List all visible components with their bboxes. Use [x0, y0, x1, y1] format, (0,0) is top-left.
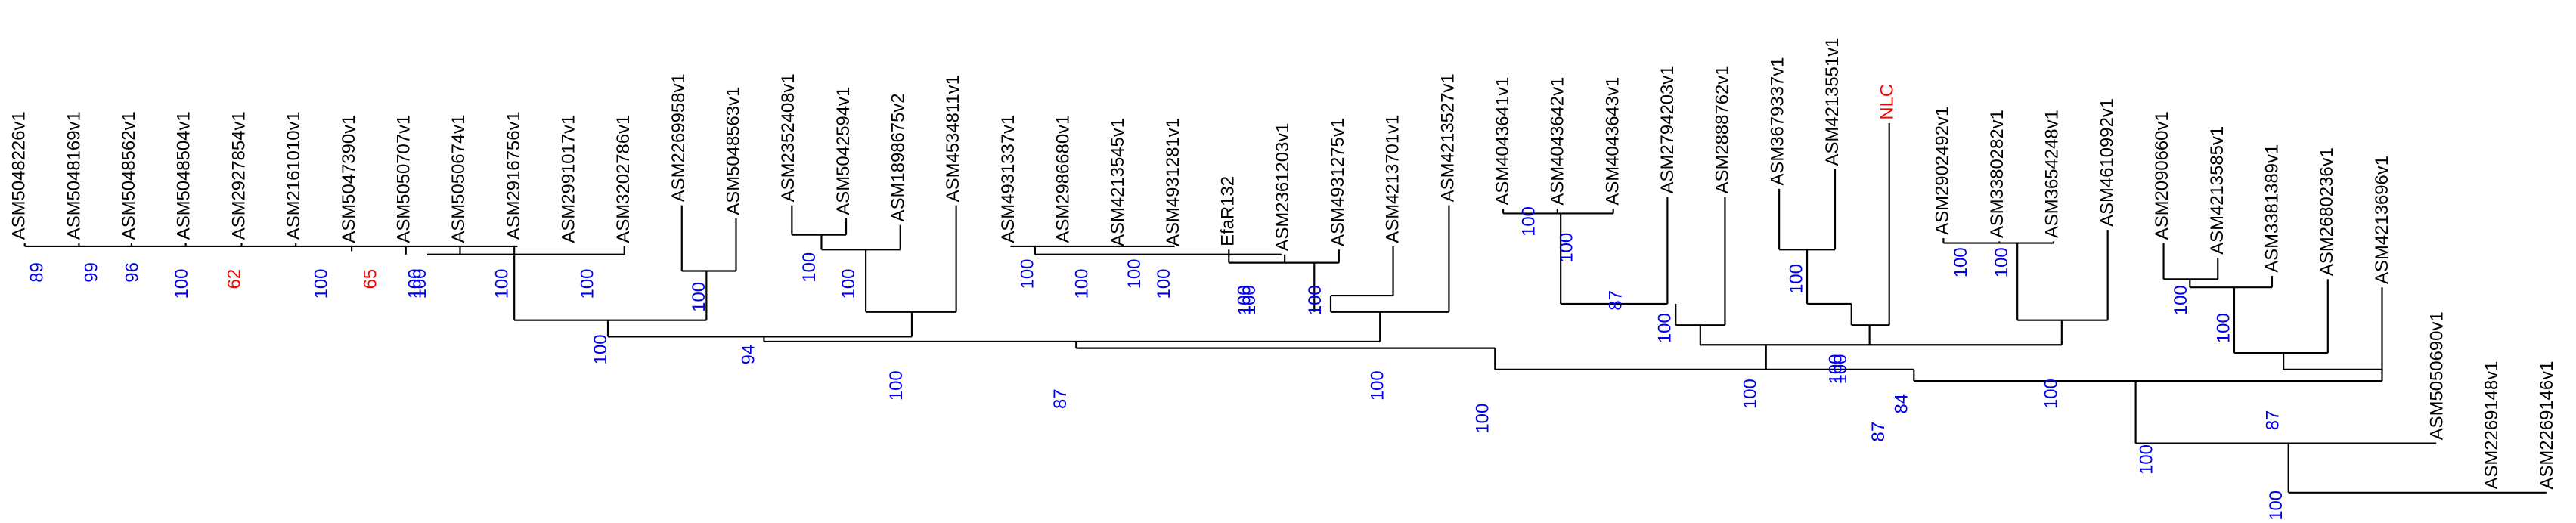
support-value: 100	[799, 252, 820, 283]
support-value: 100	[1951, 247, 1971, 277]
support-value: 65	[361, 269, 381, 289]
leaf-label: NLC	[1877, 84, 1898, 120]
support-value: 100	[1518, 206, 1539, 237]
support-value: 100	[591, 334, 611, 364]
leaf-label: ASM4043643v1	[1602, 77, 1623, 206]
support-value: 87	[1050, 388, 1071, 409]
leaf-label: ASM2361203v1	[1273, 123, 1293, 252]
leaf-label: ASM5042594v1	[833, 87, 854, 215]
leaf-label: ASM5048226v1	[9, 111, 29, 240]
support-value: 100	[1018, 259, 1038, 289]
leaf-label: ASM5048169v1	[64, 111, 84, 240]
support-value: 96	[122, 262, 143, 283]
leaf-label: ASM4213696v1	[2372, 156, 2392, 284]
leaf-label: ASM3381389v1	[2261, 144, 2282, 273]
leaf-label: ASM3380282v1	[1987, 110, 2007, 238]
leaf-label: ASM2916756v1	[504, 111, 524, 240]
support-value: 100	[2266, 491, 2286, 521]
support-value: 100	[1473, 404, 1493, 434]
support-value: 100	[1830, 354, 1851, 385]
leaf-label: ASM2927854v1	[228, 111, 249, 240]
support-value: 87	[1868, 422, 1889, 442]
leaf-label: ASM5048563v1	[723, 87, 743, 215]
leaf-label: ASM2991017v1	[558, 115, 578, 243]
leaf-label: ASM4931337v1	[998, 115, 1018, 243]
support-value: 87	[1606, 290, 1626, 311]
leaf-label: ASM4213701v1	[1383, 115, 1403, 243]
support-value: 87	[2263, 410, 2283, 431]
leaf-label: ASM2680236v1	[2317, 147, 2337, 276]
support-value: 100	[410, 269, 430, 299]
support-value: 100	[1154, 269, 1174, 299]
support-value: 100	[2213, 313, 2233, 343]
leaf-label: ASM4043641v1	[1493, 77, 1513, 206]
leaf-label: ASM5050674v1	[448, 115, 469, 243]
support-value: 100	[1741, 379, 1761, 409]
support-value: 100	[1655, 313, 1675, 343]
leaf-label: ASM2902492v1	[1932, 107, 1952, 235]
support-value: 100	[1305, 285, 1325, 315]
support-value: 99	[81, 262, 101, 283]
leaf-label: ASM3202786v1	[613, 115, 634, 243]
support-value: 100	[2136, 444, 2156, 475]
leaf-label: ASM4213545v1	[1108, 118, 1128, 246]
leaf-label: ASM4534811v1	[943, 75, 963, 202]
leaf-label: ASM3654248v1	[2042, 110, 2063, 238]
support-value: 100	[1235, 285, 1255, 315]
leaf-label: EfaR132	[1218, 176, 1238, 246]
support-value: 62	[224, 269, 244, 289]
support-value: 100	[2171, 285, 2191, 315]
leaf-label: ASM1898675v2	[888, 93, 909, 221]
support-value: 100	[172, 269, 192, 299]
leaf-label: ASM4610992v1	[2097, 98, 2117, 227]
leaf-label: ASM5048504v1	[174, 111, 194, 240]
leaf-label: ASM5050690v1	[2426, 311, 2447, 440]
support-value: 100	[689, 282, 709, 312]
leaf-label: ASM3679337v1	[1767, 57, 1787, 186]
leaf-label: ASM5050707v1	[393, 115, 414, 243]
support-value: 100	[839, 269, 859, 299]
support-value: 100	[1124, 259, 1145, 289]
leaf-label: ASM2161010v1	[284, 111, 304, 240]
leaf-label: ASM2352408v1	[778, 73, 798, 202]
leaf-label: ASM4213585v1	[2207, 126, 2227, 255]
leaf-label: ASM2090660v1	[2152, 111, 2172, 240]
leaf-label: ASM2794203v1	[1657, 65, 1678, 193]
support-value: 100	[1556, 233, 1576, 263]
leaf-label: ASM5047390v1	[339, 115, 359, 243]
support-value: 94	[738, 345, 758, 365]
support-value: 100	[577, 269, 597, 299]
support-value: 100	[311, 269, 331, 299]
support-value: 84	[1892, 394, 1912, 414]
support-value: 100	[405, 269, 425, 299]
leaf-label: ASM4213551v1	[1822, 38, 1843, 166]
support-value: 100	[1368, 370, 1388, 401]
support-value: 100	[491, 269, 512, 299]
leaf-label: ASM4931281v1	[1163, 118, 1183, 246]
leaf-label: ASM2269148v1	[2481, 361, 2502, 490]
support-value: 89	[27, 262, 48, 283]
support-value: 100	[1992, 247, 2012, 277]
support-value: 100	[886, 370, 907, 401]
leaf-label: ASM4213527v1	[1437, 73, 1458, 202]
leaf-label: ASM5048562v1	[119, 111, 139, 240]
support-value: 100	[1826, 354, 1846, 385]
support-value: 100	[1071, 269, 1092, 299]
support-value: 100	[1787, 264, 1807, 294]
support-value: 100	[2041, 379, 2061, 409]
leaf-label: ASM4931275v1	[1328, 118, 1348, 246]
leaf-label: ASM2888762v1	[1713, 65, 1733, 193]
leaf-label: ASM4043642v1	[1548, 77, 1568, 206]
leaf-label: ASM2269146v1	[2537, 361, 2557, 490]
leaf-label: ASM2986680v1	[1053, 115, 1074, 243]
leaf-label: ASM2269958v1	[668, 73, 689, 202]
support-value: 100	[1239, 285, 1260, 315]
